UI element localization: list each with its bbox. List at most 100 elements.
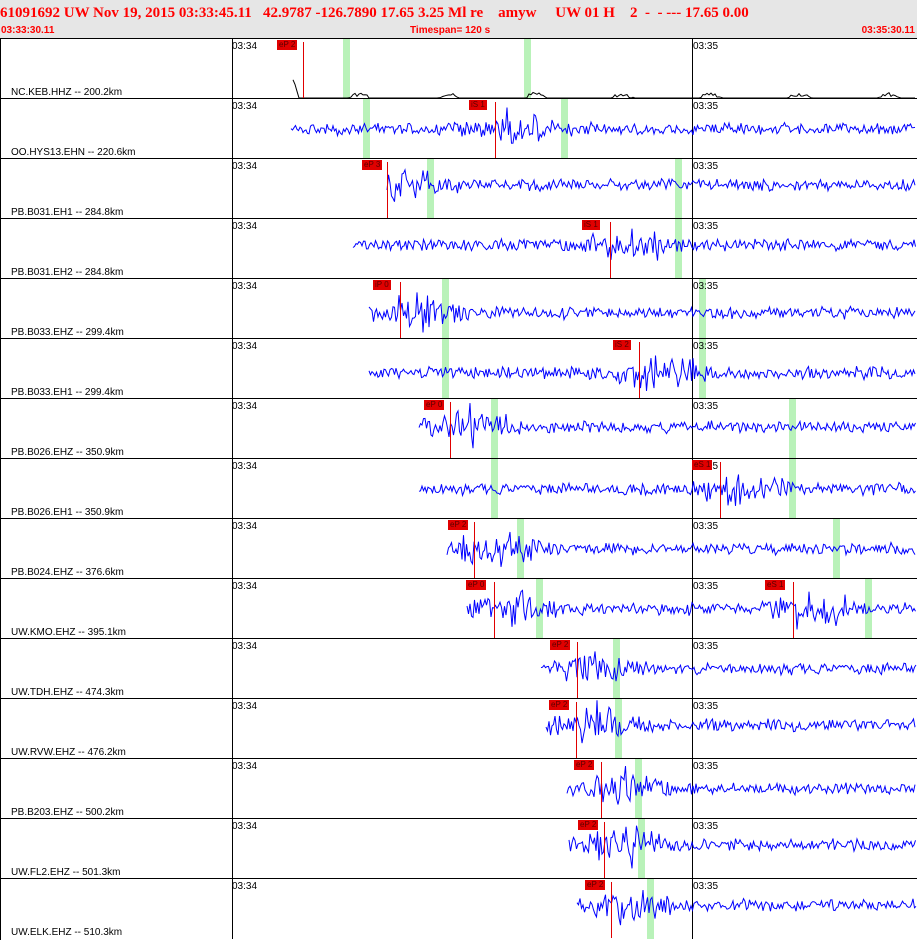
- time-label: 03:35: [693, 521, 719, 532]
- time-tick: [232, 879, 233, 939]
- phase-pick-label[interactable]: eP 3: [362, 160, 383, 170]
- waveform: [292, 79, 915, 99]
- trace-panel[interactable]: 03:34 03:35 iS 2 PB.B033.EH1 -- 299.4km: [1, 338, 917, 399]
- start-time: 03:33:30.11: [1, 25, 55, 36]
- time-tick: [232, 219, 233, 279]
- time-tick: [232, 459, 233, 519]
- phase-marker: [699, 339, 706, 399]
- time-tick: [692, 279, 693, 339]
- phase-pick-label[interactable]: iS 1: [582, 220, 600, 230]
- time-label: 03:35: [693, 401, 719, 412]
- trace-panel[interactable]: 03:34 03:35 eP 2 UW.FL2.EHZ -- 501.3km: [1, 818, 917, 879]
- phase-pick-label[interactable]: eS 1: [765, 580, 786, 590]
- time-label: 03:34: [232, 161, 258, 172]
- phase-pick-label[interactable]: iP 0: [373, 280, 391, 290]
- time-label: 03:34: [232, 821, 258, 832]
- time-label: 03:35: [693, 881, 719, 892]
- station-label: PB.B026.EHZ -- 350.9km: [11, 447, 124, 458]
- time-tick: [232, 159, 233, 219]
- time-label: 03:34: [232, 761, 258, 772]
- station-label: UW.FL2.EHZ -- 501.3km: [11, 867, 121, 878]
- phase-marker: [442, 279, 449, 339]
- waveform: [386, 168, 916, 202]
- time-tick: [232, 639, 233, 699]
- time-label: 03:34: [232, 461, 258, 472]
- phase-pick-line: [494, 582, 495, 638]
- time-label: 03:35: [693, 41, 719, 52]
- station-label: UW.KMO.EHZ -- 395.1km: [11, 627, 127, 638]
- waveform: [368, 292, 916, 333]
- time-label: 03:34: [232, 101, 258, 112]
- station-label: UW.ELK.EHZ -- 510.3km: [11, 927, 123, 938]
- phase-marker: [427, 159, 434, 219]
- time-label: 03:34: [232, 581, 258, 592]
- time-label: 03:35: [693, 281, 719, 292]
- time-tick: [232, 279, 233, 339]
- event-header: 61091692 UW Nov 19, 2015 03:33:45.11 42.…: [0, 0, 917, 38]
- phase-pick-label[interactable]: eS 1: [692, 460, 713, 470]
- phase-pick-line: [601, 762, 602, 818]
- trace-panel[interactable]: 03:34 03:35 eP 0 eS 1 UW.KMO.EHZ -- 395.1km: [1, 578, 917, 639]
- time-tick: [692, 699, 693, 759]
- phase-pick-line: [793, 582, 794, 638]
- trace-panel[interactable]: 03:34 03:35 eP 2 UW.RVW.EHZ -- 476.2km: [1, 698, 917, 759]
- waveform: [418, 474, 916, 506]
- time-label: 03:35: [693, 341, 719, 352]
- phase-pick-label[interactable]: eP 0: [466, 580, 487, 590]
- phase-pick-label[interactable]: eP 2: [578, 820, 599, 830]
- trace-panel[interactable]: 03:34 03:35 eP 3 PB.B031.EH1 -- 284.8km: [1, 158, 917, 219]
- station-label: PB.B031.EH1 -- 284.8km: [11, 207, 124, 218]
- station-label: PB.B024.EHZ -- 376.6km: [11, 567, 124, 578]
- time-tick: [692, 99, 693, 159]
- station-label: PB.B031.EH2 -- 284.8km: [11, 267, 124, 278]
- event-title: 61091692 UW Nov 19, 2015 03:33:45.11 42.…: [0, 5, 749, 21]
- phase-marker: [343, 39, 350, 99]
- phase-marker: [491, 399, 498, 459]
- trace-panel[interactable]: 03:34 03:35 iP 0 PB.B033.EHZ -- 299.4km: [1, 278, 917, 339]
- trace-panel[interactable]: 03:34 03:35 iS 1 OO.HYS13.EHN -- 220.6km: [1, 98, 917, 159]
- phase-pick-line: [720, 462, 721, 518]
- phase-pick-label[interactable]: eP 2: [448, 520, 469, 530]
- trace-panel[interactable]: 03:34 03:35 eP 2 PB.B203.EHZ -- 500.2km: [1, 758, 917, 819]
- time-label: 03:35: [693, 221, 719, 232]
- trace-panel[interactable]: 03:34 03:35 eP 2 PB.B024.EHZ -- 376.6km: [1, 518, 917, 579]
- phase-pick-line: [639, 342, 640, 398]
- waveform: [466, 589, 916, 630]
- phase-pick-label[interactable]: eP 2: [574, 760, 595, 770]
- trace-panel[interactable]: 03:34 03:35 iS 1 PB.B031.EH2 -- 284.8km: [1, 218, 917, 279]
- trace-panel[interactable]: 03:34 03:35 eP 2 UW.TDH.EHZ -- 474.3km: [1, 638, 917, 699]
- waveform: [352, 228, 916, 261]
- time-label: 03:34: [232, 641, 258, 652]
- phase-pick-line: [303, 42, 304, 98]
- phase-marker: [647, 879, 654, 939]
- phase-pick-line: [474, 522, 475, 578]
- time-tick: [232, 699, 233, 759]
- time-tick: [692, 519, 693, 579]
- phase-pick-label[interactable]: eP 2: [549, 700, 570, 710]
- trace-panel[interactable]: 03:34 03:35 eP 2 UW.ELK.EHZ -- 510.3km: [1, 878, 917, 939]
- station-label: PB.B026.EH1 -- 350.9km: [11, 507, 124, 518]
- phase-pick-line: [400, 282, 401, 338]
- timespan-label: Timespan= 120 s: [410, 25, 491, 36]
- phase-pick-label[interactable]: eP 2: [550, 640, 571, 650]
- station-label: UW.TDH.EHZ -- 474.3km: [11, 687, 124, 698]
- time-label: 03:34: [232, 281, 258, 292]
- trace-panel[interactable]: 03:34 03:35 eP 2 NC.KEB.HHZ -- 200.2km: [1, 38, 917, 99]
- waveform: [446, 531, 916, 567]
- time-tick: [692, 579, 693, 639]
- time-label: 03:34: [232, 881, 258, 892]
- phase-pick-label[interactable]: eP 0: [424, 400, 445, 410]
- phase-pick-label[interactable]: eP 2: [585, 880, 606, 890]
- waveform: [576, 889, 917, 926]
- phase-pick-label[interactable]: eP 2: [277, 40, 298, 50]
- phase-pick-label[interactable]: iS 2: [613, 340, 631, 350]
- station-label: UW.RVW.EHZ -- 476.2km: [11, 747, 126, 758]
- time-label: 03:35: [693, 641, 719, 652]
- time-label: 03:34: [232, 221, 258, 232]
- phase-pick-label[interactable]: iS 1: [469, 100, 487, 110]
- time-tick: [232, 759, 233, 819]
- phase-marker: [699, 279, 706, 339]
- time-label: 03:34: [232, 701, 258, 712]
- trace-panel[interactable]: 03:34 03:35 eP 0 PB.B026.EHZ -- 350.9km: [1, 398, 917, 459]
